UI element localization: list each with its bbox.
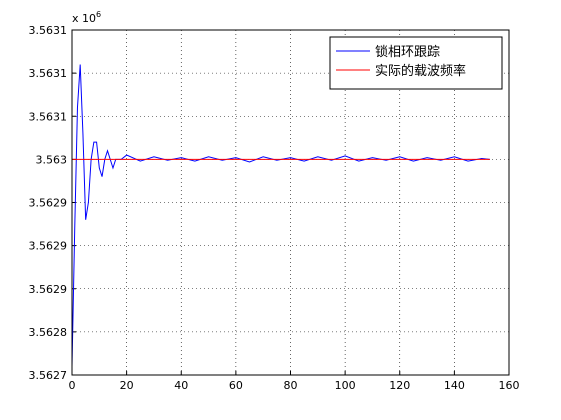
x-tick-label: 80 [284,379,298,392]
legend-box [329,36,503,90]
x-tick-label: 60 [229,379,243,392]
y-tick-label: 3.5631 [29,110,68,123]
x-tick-label: 100 [335,379,356,392]
x-tick-label: 0 [69,379,76,392]
x-tick-label: 160 [499,379,520,392]
multiplier-exponent: 6 [96,10,101,19]
multiplier: x 106 [72,10,101,25]
x-tick-label: 40 [174,379,188,392]
legend-label: 锁相环跟踪 [375,44,440,60]
x-tick-label: 120 [389,379,410,392]
y-tick-label: 3.5631 [29,67,68,80]
y-tick-label: 3.5631 [29,24,68,37]
legend-label: 实际的载波频率 [375,63,466,79]
y-tick-label: 3.5628 [29,326,68,339]
x-tick-label: 20 [120,379,134,392]
x-tick-label: 140 [444,379,465,392]
y-tick-label: 3.563 [36,153,68,166]
y-tick-label: 3.5627 [29,369,68,382]
y-tick-label: 3.5629 [29,240,68,253]
multiplier-base: x 10 [72,12,96,25]
plot-border [71,29,510,376]
y-tick-label: 3.5629 [29,197,68,210]
y-tick-label: 3.5629 [29,283,68,296]
